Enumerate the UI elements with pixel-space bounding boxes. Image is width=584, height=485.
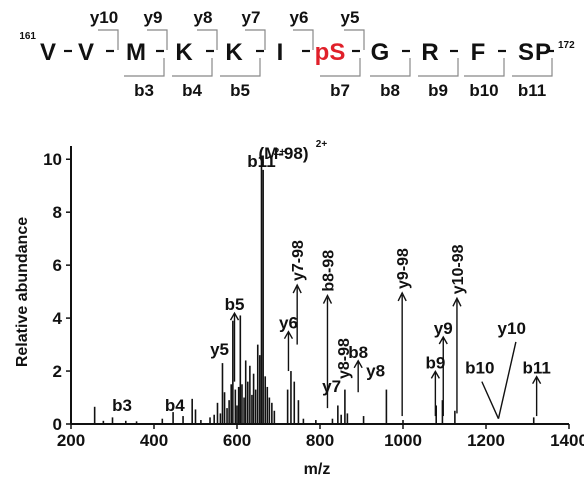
annotation-charge-state: 2+ — [274, 147, 286, 158]
y-ion-label-y8: y8 — [194, 8, 213, 27]
b-ion-cleavage-marker — [320, 58, 361, 77]
annotation-y8: y8 — [366, 361, 385, 380]
y-tick-label: 2 — [53, 362, 62, 381]
b-ion-cleavage-marker — [172, 58, 213, 77]
sequence-start-index: 161 — [19, 31, 36, 42]
annotation-y10: y10 — [498, 319, 526, 338]
b-ion-cleavage-marker — [418, 58, 459, 77]
x-tick-label: 400 — [140, 431, 168, 450]
residue-s-11: S — [518, 39, 534, 66]
y-ion-label-y6: y6 — [290, 8, 309, 27]
annotation-b8-98: b8-98 — [320, 250, 337, 292]
y-tick-label: 10 — [43, 150, 62, 169]
x-tick-label: 600 — [223, 431, 251, 450]
b-ion-label-b3: b3 — [134, 81, 154, 100]
annotation-b4: b4 — [165, 396, 185, 415]
annotation-y7-98: y7-98 — [290, 240, 307, 281]
b-ion-cleavage-marker — [370, 58, 411, 77]
annotation-M98: (M-98) — [258, 144, 308, 163]
annotation-y9-98: y9-98 — [395, 248, 412, 289]
annotation-y10-98: y10-98 — [450, 244, 467, 294]
annotation-y7: y7 — [322, 377, 341, 396]
y-ion-cleavage-marker — [197, 29, 218, 50]
residue-f-10: F — [471, 39, 486, 66]
residue-k-4: K — [175, 39, 193, 66]
x-tick-label: 1400 — [550, 431, 584, 450]
y-ion-label-y10: y10 — [90, 8, 118, 27]
b-ion-cleavage-marker — [220, 58, 261, 77]
b-ion-label-b5: b5 — [230, 81, 250, 100]
annotation-charge-state: 2+ — [316, 139, 328, 150]
annotation-arrow-head — [438, 335, 448, 345]
ms2-spectrum-chart: 200 400 600 800 1000 1200 1400 0 2 4 6 8 10 b3 b4 y5 b5… — [14, 139, 584, 478]
b-ion-cleavage-marker — [464, 58, 505, 77]
y-ion-cleavage-marker — [293, 29, 314, 50]
residue-r-9: R — [421, 39, 438, 66]
y-axis-label: Relative abundance — [14, 217, 31, 367]
residue-p-12: P — [535, 39, 551, 66]
y-tick-label: 8 — [53, 203, 62, 222]
annotation-b11: b11 — [522, 359, 550, 378]
residue-g-8: G — [371, 39, 390, 66]
annotation-arrow-head — [229, 311, 240, 321]
x-tick-label: 1000 — [384, 431, 422, 450]
x-tick-label: 200 — [57, 431, 85, 450]
residue-m-3: M — [126, 39, 146, 66]
annotation-b10: b10 — [465, 359, 494, 378]
y-ion-cleavage-marker — [98, 29, 119, 50]
b-ion-label-b4: b4 — [182, 81, 202, 100]
b10-arrow — [481, 381, 500, 419]
y-ion-cleavage-marker — [147, 29, 168, 50]
y-tick-label: 0 — [53, 415, 62, 434]
y-ion-label-y7: y7 — [242, 8, 261, 27]
residue-k-5: K — [225, 39, 243, 66]
y-ion-cleavage-marker — [245, 29, 266, 50]
residue-v-1: V — [40, 39, 56, 66]
annotation-arrow-head — [430, 369, 440, 379]
x-tick-label: 1200 — [467, 431, 505, 450]
b-ion-cleavage-marker — [124, 58, 165, 77]
sequence-end-index: 172 — [558, 40, 575, 51]
b-ion-label-b8: b8 — [380, 81, 400, 100]
annotation-y8-98: y8-98 — [336, 338, 353, 379]
annotation-y6: y6 — [279, 314, 298, 333]
annotation-arrow-head — [532, 375, 542, 385]
annotation-b11: b11 — [247, 152, 275, 171]
annotation-arrow-head — [292, 283, 302, 294]
y10-arrow — [497, 341, 517, 419]
annotation-b5: b5 — [225, 295, 245, 314]
y-tick-label: 6 — [53, 256, 62, 275]
annotation-b3: b3 — [112, 396, 132, 415]
b-ion-label-b7: b7 — [330, 81, 350, 100]
annotation-arrow-head — [452, 296, 462, 307]
annotation-arrow-head — [353, 359, 363, 369]
annotation-y9: y9 — [434, 319, 453, 338]
residue-v-2: V — [78, 39, 94, 66]
spectrum-peaks — [93, 159, 535, 424]
b-ion-cleavage-marker — [512, 58, 553, 77]
annotation-y5: y5 — [210, 340, 229, 359]
annotation-arrow-head — [283, 330, 294, 340]
annotation-arrow-head — [322, 294, 333, 304]
y-tick-label: 4 — [53, 309, 63, 328]
b-ion-label-b11: b11 — [518, 81, 546, 100]
annotation-arrow-head — [397, 291, 407, 302]
annotation-b9: b9 — [425, 353, 445, 372]
x-tick-label: 800 — [306, 431, 334, 450]
b-ion-label-b9: b9 — [428, 81, 448, 100]
residue-ps-7: pS — [315, 39, 346, 66]
y-ion-label-y5: y5 — [341, 8, 360, 27]
b-ion-label-b10: b10 — [469, 81, 498, 100]
chart-axes: 200 400 600 800 1000 1200 1400 0 2 4 6 8 10 — [43, 146, 584, 450]
y-ion-label-y9: y9 — [144, 8, 163, 27]
residue-i-6: I — [277, 39, 284, 66]
y-ion-cleavage-marker — [344, 29, 365, 50]
annotation-b8: b8 — [348, 343, 368, 362]
x-axis-label: m/z — [304, 461, 331, 478]
